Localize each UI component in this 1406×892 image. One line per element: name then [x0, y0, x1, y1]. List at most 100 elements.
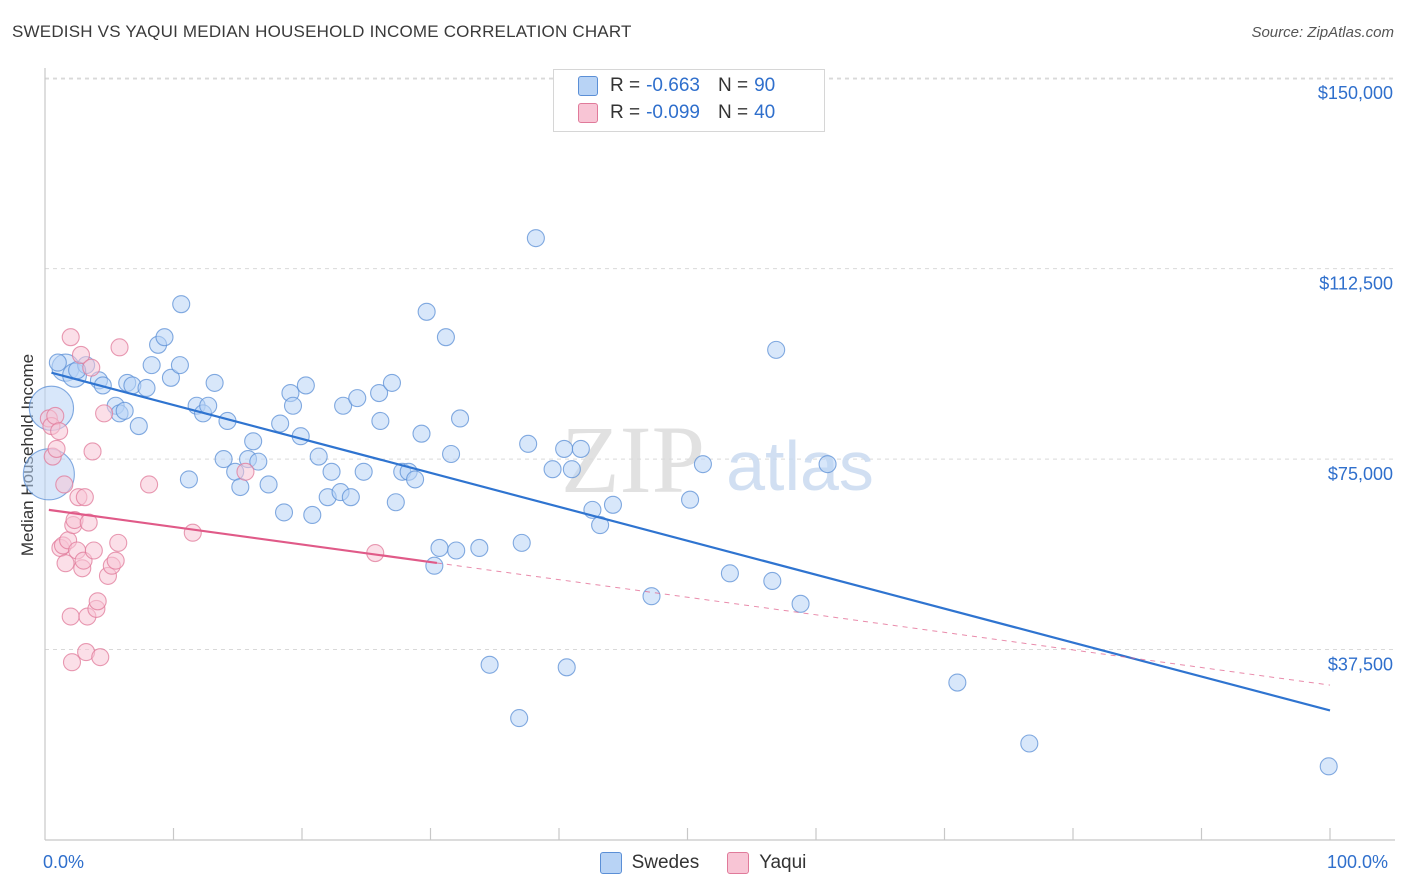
yaqui-point — [110, 338, 129, 357]
swedes-point — [244, 432, 263, 451]
swedes-point — [334, 396, 353, 415]
swedes-point — [447, 541, 466, 560]
swedes-swatch — [578, 76, 598, 96]
stats-box: R = -0.663 N = 90 R = -0.099 N = 40 — [553, 69, 825, 132]
yaqui-point — [61, 607, 80, 626]
yaqui-point — [106, 551, 125, 570]
swedes-point — [142, 356, 161, 375]
swedes-point — [382, 373, 402, 392]
yaqui-point — [83, 442, 102, 461]
yaqui-swatch — [578, 103, 598, 123]
yaqui-point — [56, 554, 75, 573]
yaqui-point — [71, 345, 91, 365]
swedes-point — [161, 368, 180, 387]
swedes-point — [309, 447, 328, 466]
swedes-point — [451, 409, 470, 428]
swedes-point — [543, 460, 562, 479]
swedes-point — [205, 373, 224, 392]
swedes-point — [172, 295, 191, 314]
swedes-point — [155, 328, 174, 347]
yaqui-point — [47, 439, 66, 458]
swedes-point — [296, 376, 315, 395]
yaqui-trend-line-extension — [436, 562, 1331, 686]
y-tick-label: $112,500 — [1319, 274, 1393, 294]
yaqui-trend-line — [48, 508, 438, 565]
swedes-point — [371, 411, 390, 431]
yaqui-point — [84, 541, 103, 560]
swedes-point — [322, 462, 341, 481]
swedes-point — [179, 470, 198, 489]
swedes-point — [259, 475, 278, 494]
swedes-point — [48, 353, 67, 372]
swedes-point — [526, 229, 545, 248]
swedes-point — [693, 455, 712, 474]
stats-row-yaqui: R = -0.099 N = 40 — [578, 101, 775, 125]
legend-item-swedes[interactable]: Swedes — [599, 852, 700, 874]
legend-item-yaqui[interactable]: Yaqui — [727, 852, 806, 874]
legend-swatch-yaqui — [727, 852, 750, 874]
yaqui-point — [61, 328, 80, 347]
y-tick-label: $75,000 — [1328, 464, 1393, 484]
n-label: N = — [717, 102, 749, 123]
r-label: R = — [610, 102, 641, 123]
stats-row-swedes: R = -0.663 N = 90 — [578, 74, 775, 98]
swedes-point — [406, 470, 425, 489]
yaqui-point — [91, 648, 110, 667]
swedes-point — [720, 564, 739, 583]
n-value: 90 — [754, 75, 776, 96]
r-value: -0.099 — [646, 102, 700, 123]
legend: Swedes Yaqui — [0, 852, 1406, 874]
swedes-point — [129, 417, 148, 436]
swedes-point — [512, 533, 531, 552]
yaqui-point — [50, 422, 69, 441]
swedes-point — [370, 384, 389, 403]
swedes-point — [386, 493, 405, 512]
yaqui-point — [62, 653, 82, 672]
swedes-point — [283, 396, 303, 415]
source-credit: Source: ZipAtlas.com — [1251, 24, 1394, 41]
swedes-point — [137, 378, 156, 398]
yaqui-point — [236, 462, 255, 481]
swedes-point — [412, 424, 431, 443]
y-tick-label: $150,000 — [1318, 83, 1393, 103]
swedes-point — [519, 434, 538, 453]
swedes-point — [417, 302, 436, 321]
swedes-point — [763, 571, 782, 591]
legend-swatch-swedes — [599, 852, 622, 874]
yaqui-point — [82, 358, 101, 377]
swedes-point — [571, 439, 590, 458]
swedes-point — [480, 655, 499, 674]
swedes-point — [1319, 757, 1338, 776]
swedes-point — [425, 556, 444, 575]
swedes-point — [948, 673, 967, 692]
swedes-point — [510, 709, 529, 728]
swedes-point — [430, 538, 449, 558]
yaqui-point — [109, 533, 128, 552]
swedes-point — [603, 495, 623, 514]
legend-label: Swedes — [631, 852, 700, 873]
swedes-point — [791, 594, 810, 613]
swedes-point — [436, 328, 455, 347]
swedes-point — [303, 505, 322, 524]
x-tick-left: 0.0% — [43, 852, 85, 872]
n-value: 40 — [754, 102, 776, 123]
legend-label: Yaqui — [759, 852, 807, 873]
r-value: -0.663 — [646, 75, 700, 96]
swedes-point — [271, 414, 290, 433]
swedes-point — [354, 462, 373, 481]
y-tick-labels: $37,500 $75,000 $112,500 $150,000 — [1318, 83, 1393, 674]
swedes-point — [442, 444, 461, 464]
swedes-point — [341, 488, 360, 507]
swedes-point — [214, 450, 233, 469]
swedes-point — [348, 389, 367, 408]
watermark-atlas: atlas — [726, 427, 874, 505]
yaqui-point — [88, 592, 107, 611]
r-label: R = — [610, 75, 641, 96]
swedes-point — [557, 658, 576, 677]
chart-title: SWEDISH VS YAQUI MEDIAN HOUSEHOLD INCOME… — [12, 22, 632, 41]
yaqui-point — [46, 406, 65, 425]
swedes-point — [555, 439, 574, 458]
swedes-point — [818, 455, 837, 474]
n-label: N = — [717, 75, 749, 96]
